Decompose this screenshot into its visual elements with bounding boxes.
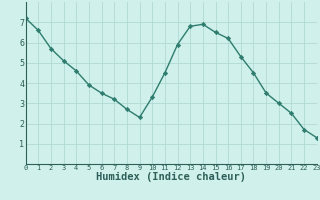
X-axis label: Humidex (Indice chaleur): Humidex (Indice chaleur) [96, 172, 246, 182]
